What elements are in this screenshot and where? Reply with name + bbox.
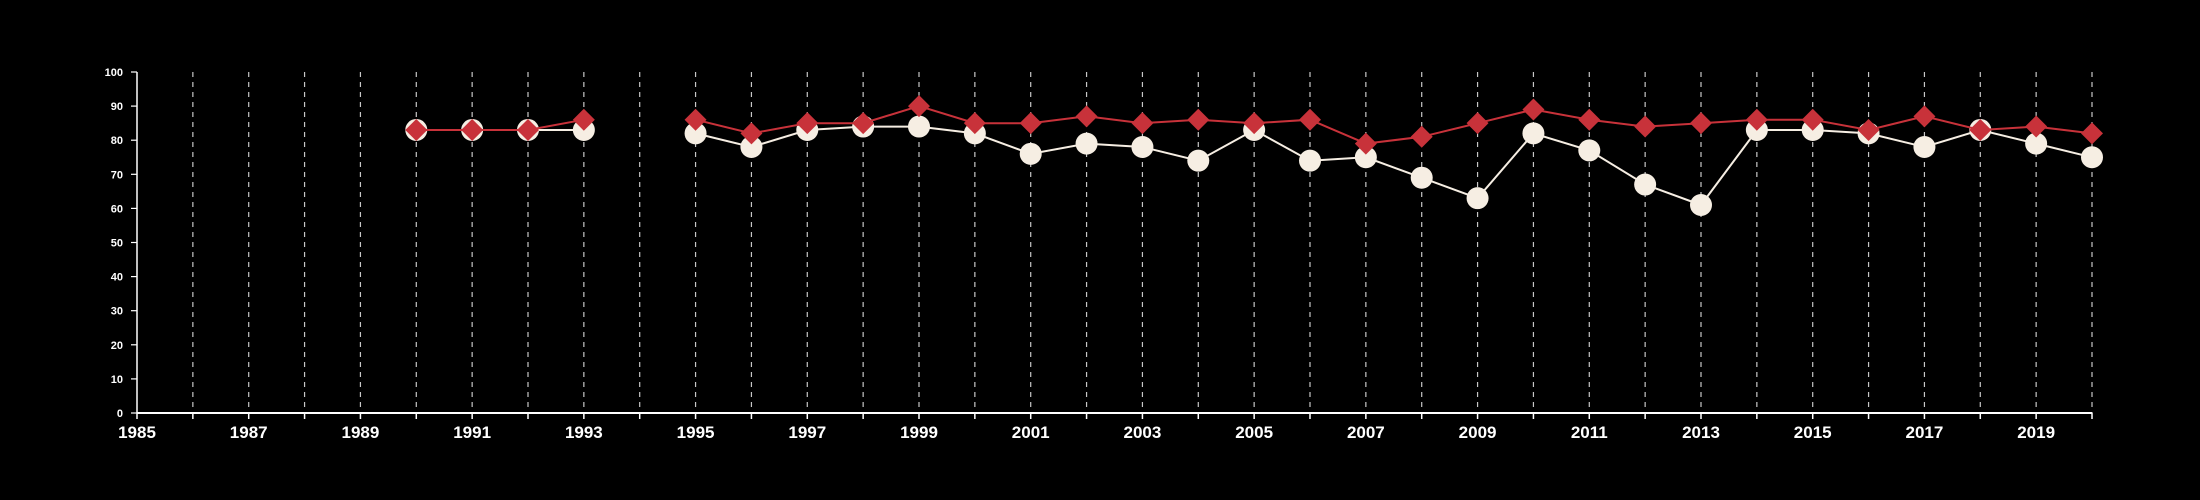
data-point [1745,108,1768,131]
data-point [740,122,763,145]
data-point [1690,193,1712,216]
y-tick-label: 50 [111,238,123,250]
data-point [1969,118,1992,141]
data-point [908,95,930,118]
y-tick-label: 70 [111,169,123,181]
data-point [1522,122,1545,145]
data-point [1131,136,1154,159]
data-point [2025,115,2048,138]
data-point [1578,139,1601,162]
x-tick-label: 1997 [788,423,826,442]
data-point [1075,105,1098,128]
data-point [740,136,763,159]
x-tick-label: 2003 [1124,423,1162,442]
data-point [1075,132,1098,155]
data-point [852,112,875,135]
data-point [1634,115,1657,138]
data-point [908,115,930,138]
data-point [1410,166,1433,189]
x-tick-label: 1993 [565,423,603,442]
data-point [1801,108,1824,131]
data-point [405,118,428,141]
x-tick-label: 2011 [1571,423,1608,442]
data-point [1187,108,1210,131]
x-tick-label: 2015 [1794,423,1832,442]
axes: 0 10 20 30 40 50 60 70 80 90 100 1985 1987 1989 1991 19… [105,67,2093,442]
data-point [2081,146,2103,169]
grid [192,72,2093,413]
x-tick-label: 2001 [1012,423,1050,442]
x-tick-label: 2005 [1235,423,1273,442]
x-tick-label: 2013 [1682,423,1720,442]
data-point [2025,132,2048,155]
data-point [1019,112,1042,135]
x-tick-label: 1999 [900,423,938,442]
data-point [1410,125,1433,148]
data-point [1299,149,1321,172]
data-point [461,118,484,141]
data-point [963,112,986,135]
data-point [1299,108,1321,131]
x-tick-label: 1989 [342,423,380,442]
x-tick-label: 2019 [2017,423,2055,442]
y-tick-label: 60 [111,203,123,215]
x-tick-label: 2007 [1347,423,1385,442]
data-point [1354,132,1377,155]
data-point [2081,122,2103,145]
data-point [1913,136,1936,159]
data-point [1578,108,1601,131]
data-point [1522,98,1545,121]
x-tick-label: 1995 [677,423,715,442]
series-2 [405,95,2103,155]
y-tick-label: 20 [111,340,123,352]
data-point [1857,118,1880,141]
data-point [517,118,539,141]
x-tick-label: 2017 [1906,423,1944,442]
data-point [796,112,819,135]
data-point [1019,142,1042,165]
y-tick-label: 40 [111,272,123,284]
data-point [684,122,707,145]
data-point [1690,112,1712,135]
series-line [695,125,2093,207]
data-point [1913,105,1936,128]
x-tick-label: 1987 [230,423,268,442]
data-point [684,108,707,131]
data-point [1354,146,1377,169]
data-point [1187,149,1210,172]
y-tick-label: 0 [117,408,123,420]
series-line [416,118,585,131]
y-tick-label: 80 [111,135,123,147]
x-tick-label: 2009 [1459,423,1497,442]
y-tick-label: 100 [105,67,123,79]
data-point [572,108,595,131]
data-point [1634,173,1657,196]
y-tick-label: 10 [111,374,123,386]
data-point [1131,112,1154,135]
data-point [1466,187,1489,210]
x-tick-label: 1985 [118,423,156,442]
data-point [1243,112,1266,135]
series [405,95,2103,216]
series-line [695,105,2093,145]
data-point [1466,112,1489,135]
y-tick-label: 30 [111,306,123,318]
y-tick-label: 90 [111,101,123,113]
x-tick-label: 1991 [453,423,491,442]
